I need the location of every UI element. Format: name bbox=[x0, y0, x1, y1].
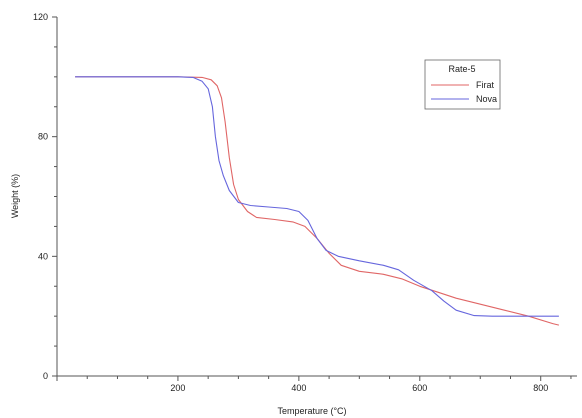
legend-label-nova: Nova bbox=[476, 94, 497, 104]
x-tick-label: 400 bbox=[291, 383, 306, 393]
legend-title: Rate-5 bbox=[448, 64, 475, 74]
x-tick-label: 600 bbox=[412, 383, 427, 393]
series-line-nova bbox=[75, 76, 559, 317]
x-axis-title: Temperature (°C) bbox=[277, 406, 346, 416]
legend: Rate-5 Firat Nova bbox=[424, 59, 501, 110]
axis-ticks bbox=[52, 16, 572, 381]
series-line-firat bbox=[75, 76, 560, 326]
y-tick-label: 0 bbox=[43, 371, 48, 381]
legend-label-firat: Firat bbox=[476, 80, 494, 90]
x-tick-label: 200 bbox=[170, 383, 185, 393]
series-group bbox=[75, 76, 560, 326]
y-tick-label: 40 bbox=[38, 251, 48, 261]
y-tick-label: 120 bbox=[33, 12, 48, 22]
axis-tick-labels: 200 400 600 800 0 40 80 120 bbox=[33, 12, 548, 393]
y-tick-label: 80 bbox=[38, 132, 48, 142]
y-axis-title: Weight (%) bbox=[10, 174, 20, 218]
x-tick-label: 800 bbox=[533, 383, 548, 393]
